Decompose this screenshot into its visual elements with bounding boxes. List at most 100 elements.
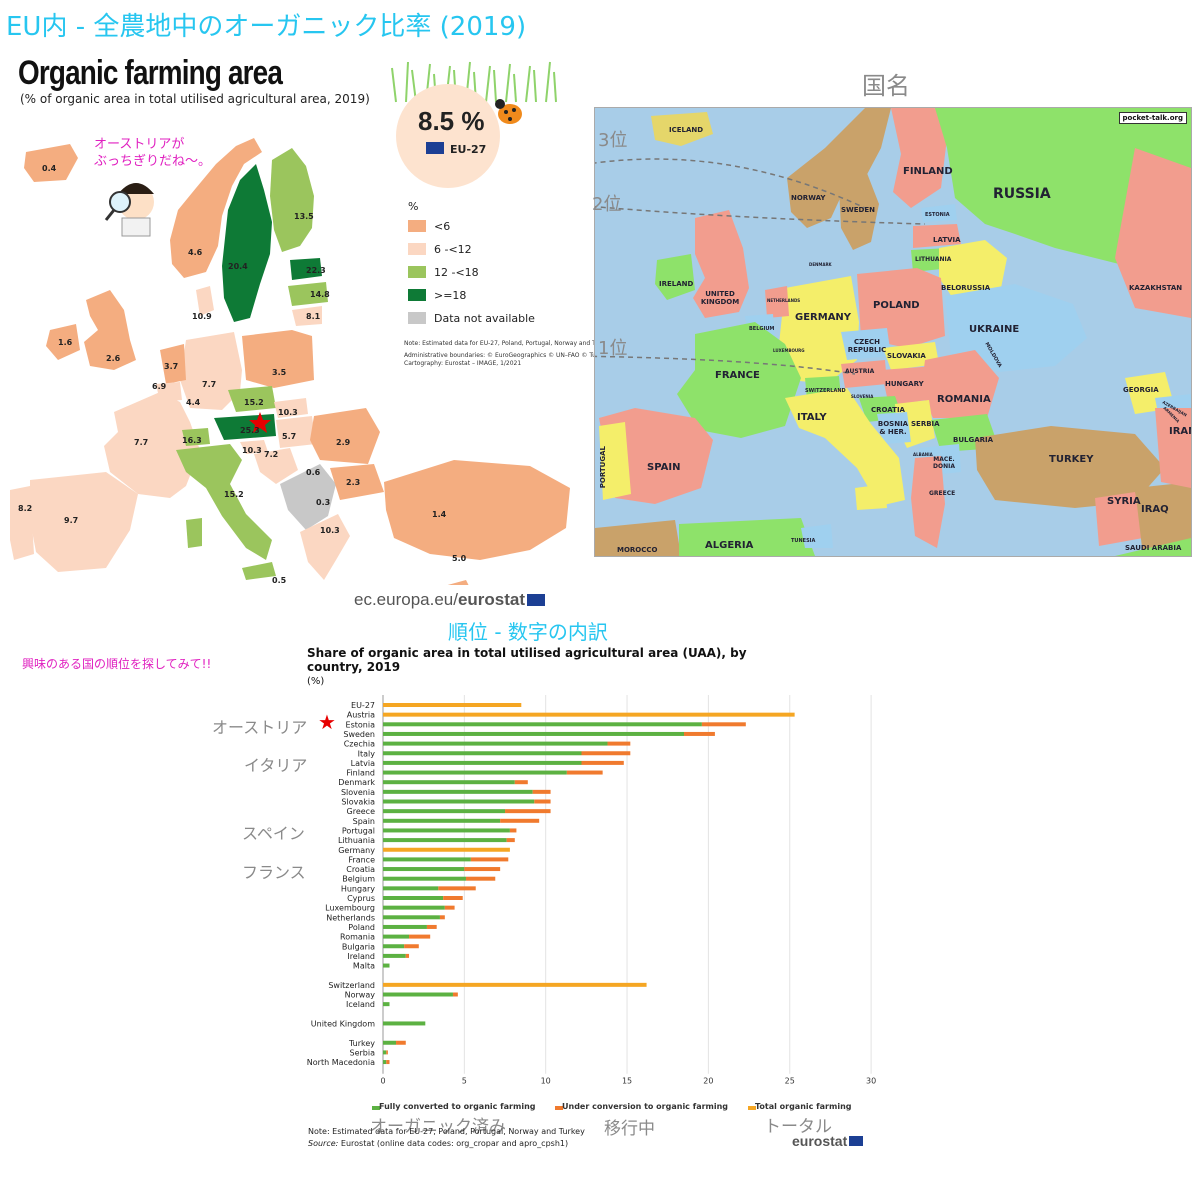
country-label: SLOVAKIA [887,352,926,360]
bar-segment [405,953,410,958]
category-label: Austria [347,711,375,720]
eurostat-logo: eurostat [792,1133,864,1149]
eu-badge-value: 8.5 % [418,106,485,136]
organic-map-panel: Organic farming area (% of organic area … [10,40,613,585]
map-value: 10.3 [242,446,262,455]
bar-segment [701,722,746,727]
category-label: Hungary [341,884,375,893]
map-comment: オーストリアが ぶっちぎりだね〜。 [94,137,212,169]
country-label: HUNGARY [885,380,924,388]
bar-segment [532,789,551,794]
bar-segment [383,712,795,717]
country-label: IRAN [1169,426,1191,437]
bar-segment [383,770,567,775]
category-label: North Macedonia [307,1058,375,1067]
category-label: Malta [353,962,375,971]
bar-segment [396,1040,406,1045]
country-label: SWEDEN [841,206,875,214]
country-names-map: pocket-talk.org ICELAND FINLAND NORWAY S… [594,107,1192,557]
map-value: 10.9 [192,312,212,321]
bar-segment [500,818,540,823]
map-value: 22.3 [306,266,326,275]
eu-badge-label: EU-27 [450,143,487,156]
country-label: BOSNIA & HER. [877,420,909,436]
x-tick-label: 15 [622,1077,632,1086]
category-label: Norway [345,991,376,1000]
bar-segment [383,809,506,814]
category-label: Slovakia [341,798,375,807]
x-tick-label: 20 [703,1077,713,1086]
bar-segment [383,992,453,997]
bar-segment [383,751,582,756]
map-value: 10.3 [320,526,340,535]
bar-segment [404,944,419,949]
map-value: 16.3 [182,436,202,445]
country-label: FRANCE [715,370,760,381]
bar-segment [383,857,471,862]
detective-magnifier-icon [104,183,154,237]
category-label: Finland [346,769,375,778]
legend-swatch [408,266,426,278]
country-label: ALBANIA [913,452,933,457]
country-label: SWITZERLAND [805,388,846,394]
category-label: Iceland [346,1000,375,1009]
country-label: GERMANY [795,312,852,323]
rank-label-2: 2位 [592,194,622,215]
rank-arrows [595,158,926,375]
map-value: 4.6 [188,248,203,257]
category-label: Latvia [351,759,375,768]
bar-segment [566,770,603,775]
map-value: 15.2 [244,398,264,407]
eu-flag-icon [426,142,444,154]
world-map-heading: 国名 [862,72,910,100]
bar-segment [383,722,702,727]
country-label: LITHUANIA [915,256,952,263]
category-label: Cyprus [347,894,375,903]
chart-unit: (%) [307,676,325,687]
bar-segment [607,741,631,746]
category-label: Switzerland [328,981,375,990]
legend-swatch [408,220,426,232]
bar-segment [505,809,551,814]
bar-segment [383,876,466,881]
bar-segment [409,934,431,939]
country-label: ALGERIA [705,540,754,551]
map-value: 8.2 [18,504,33,513]
map-value: 13.5 [294,212,314,221]
pocket-talk-watermark: pocket-talk.org [1118,112,1187,124]
bar-segment [470,857,509,862]
country-label: FINLAND [903,166,953,177]
legend-swatch [408,312,426,324]
bar-segment [383,760,582,765]
country-label: MOROCCO [617,546,658,554]
chart-note: Note: Estimated data for EU-27, Poland, … [308,1127,585,1136]
bar-segment [452,992,458,997]
category-label: Greece [347,807,376,816]
bar-segment [383,924,427,929]
page-title: EU内 - 全農地中のオーガニック比率 (2019) [6,12,527,42]
map-value: 1.6 [58,338,73,347]
map-subtitle: (% of organic area in total utilised agr… [20,92,370,106]
category-label: Turkey [348,1039,375,1048]
legend-label: <6 [434,220,451,233]
category-label: Croatia [346,865,375,874]
bar-segment [383,886,439,891]
category-label: Germany [338,846,375,855]
category-label: Slovenia [341,788,375,797]
bar-segment [383,915,440,920]
country-label: SYRIA [1107,496,1141,507]
country-label: SERBIA [911,420,940,428]
bar-segment [383,799,535,804]
country-names-map-graphic [595,108,1191,556]
legend-fully-converted: Fully converted to organic farming [379,1102,536,1111]
organic-share-bar-chart: 0 5 10 15 20 25 30 EU-27AustriaEstoniaSwedenCze… [307,695,876,1086]
category-label: Denmark [338,778,375,787]
country-label: TURKEY [1049,454,1094,465]
country-label: NORWAY [791,194,826,202]
bar-segment [383,818,501,823]
map-value: 4.4 [186,398,201,407]
category-label: Belgium [342,875,375,884]
category-label: Italy [358,749,376,758]
bar-segment [383,847,510,852]
bar-segment [383,703,522,707]
